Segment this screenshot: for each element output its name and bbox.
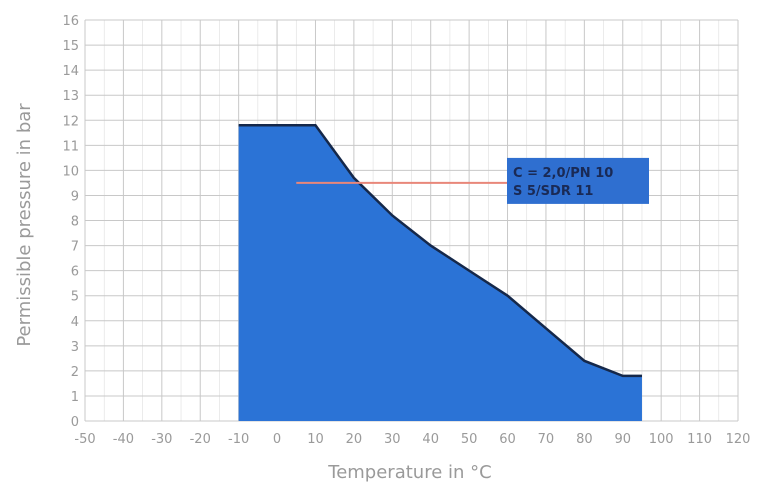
y-axis-label: Permissible pressure in bar <box>14 103 35 347</box>
y-tick-label: 1 <box>71 390 79 405</box>
y-tick-label: 11 <box>62 139 79 154</box>
x-tick-label: -40 <box>113 432 134 447</box>
x-tick-label: 40 <box>422 432 439 447</box>
data-area <box>238 124 642 421</box>
y-tick-label: 8 <box>71 215 79 230</box>
x-tick-label: 0 <box>273 432 281 447</box>
x-tick-label: 110 <box>687 432 712 447</box>
y-tick-label: 3 <box>71 340 79 355</box>
x-tick-label: 30 <box>384 432 401 447</box>
x-tick-label: 10 <box>307 432 324 447</box>
y-tick-label: 15 <box>62 39 79 54</box>
x-tick-label: -50 <box>74 432 95 447</box>
y-tick-label: 13 <box>62 89 79 104</box>
x-axis-label: Temperature in °C <box>327 462 491 483</box>
x-tick-label: 90 <box>614 432 631 447</box>
legend-text-line: S 5/SDR 11 <box>513 184 593 199</box>
y-tick-label: 12 <box>62 114 79 129</box>
x-tick-label: 20 <box>346 432 363 447</box>
x-tick-label: 80 <box>576 432 593 447</box>
y-tick-label: 14 <box>62 64 79 79</box>
x-tick-label: 60 <box>499 432 516 447</box>
x-tick-labels: -50 -40 -30 -20 -10 0 10 20 30 40 50 60 70 80 90 100 110… <box>74 432 750 447</box>
x-tick-label: 120 <box>726 432 751 447</box>
series-area <box>238 125 642 421</box>
y-tick-label: 6 <box>71 265 79 280</box>
y-tick-label: 10 <box>62 164 79 179</box>
x-tick-label: 100 <box>649 432 674 447</box>
x-tick-label: -30 <box>151 432 172 447</box>
y-tick-label: 2 <box>71 365 79 380</box>
x-tick-label: 50 <box>461 432 478 447</box>
y-tick-label: 4 <box>71 315 79 330</box>
series-legend: C = 2,0/PN 10 S 5/SDR 11 <box>296 157 649 204</box>
legend-text-line: C = 2,0/PN 10 <box>513 166 613 181</box>
y-tick-label: 5 <box>71 290 79 305</box>
y-tick-label: 16 <box>62 14 79 29</box>
x-tick-label: -10 <box>228 432 249 447</box>
legend-box <box>507 157 649 204</box>
x-tick-label: 70 <box>538 432 555 447</box>
y-tick-label: 9 <box>71 189 79 204</box>
y-tick-label: 0 <box>71 415 79 430</box>
series-line <box>238 124 642 378</box>
x-tick-label: -20 <box>190 432 211 447</box>
y-tick-label: 7 <box>71 240 79 255</box>
